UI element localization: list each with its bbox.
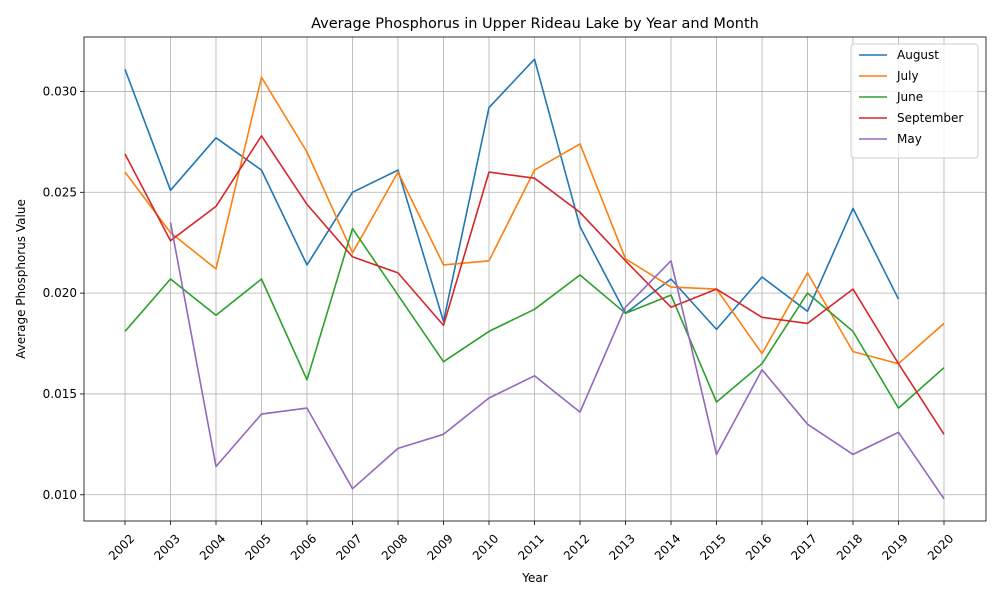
x-axis-label: Year — [521, 571, 547, 585]
plot-area-frame — [83, 36, 987, 522]
legend-box — [850, 43, 979, 159]
y-tick-label: 0.025 — [43, 185, 77, 199]
legend-entry: September — [897, 111, 963, 125]
legend-entry: July — [896, 69, 919, 83]
legend: August July June September May — [850, 43, 979, 159]
series-line-may — [169, 222, 945, 500]
legend-entry: August — [897, 48, 939, 62]
y-tick-label: 0.020 — [43, 286, 77, 300]
legend-entry: May — [897, 132, 922, 146]
series-line-july — [124, 76, 945, 365]
y-axis-label: Average Phosphorus Value — [14, 199, 28, 359]
y-tick-label: 0.010 — [43, 488, 77, 502]
chart-title: Average Phosphorus in Upper Rideau Lake … — [311, 16, 759, 32]
y-axis-ticks: 0.010 0.015 0.020 0.025 0.030 — [43, 84, 84, 502]
legend-entry: June — [896, 90, 923, 104]
series-line-june — [124, 227, 945, 409]
series-line-august — [124, 58, 900, 331]
series-lines — [124, 58, 945, 500]
series-line-september — [124, 135, 945, 435]
y-tick-label: 0.030 — [43, 84, 77, 98]
y-tick-label: 0.015 — [43, 387, 77, 401]
